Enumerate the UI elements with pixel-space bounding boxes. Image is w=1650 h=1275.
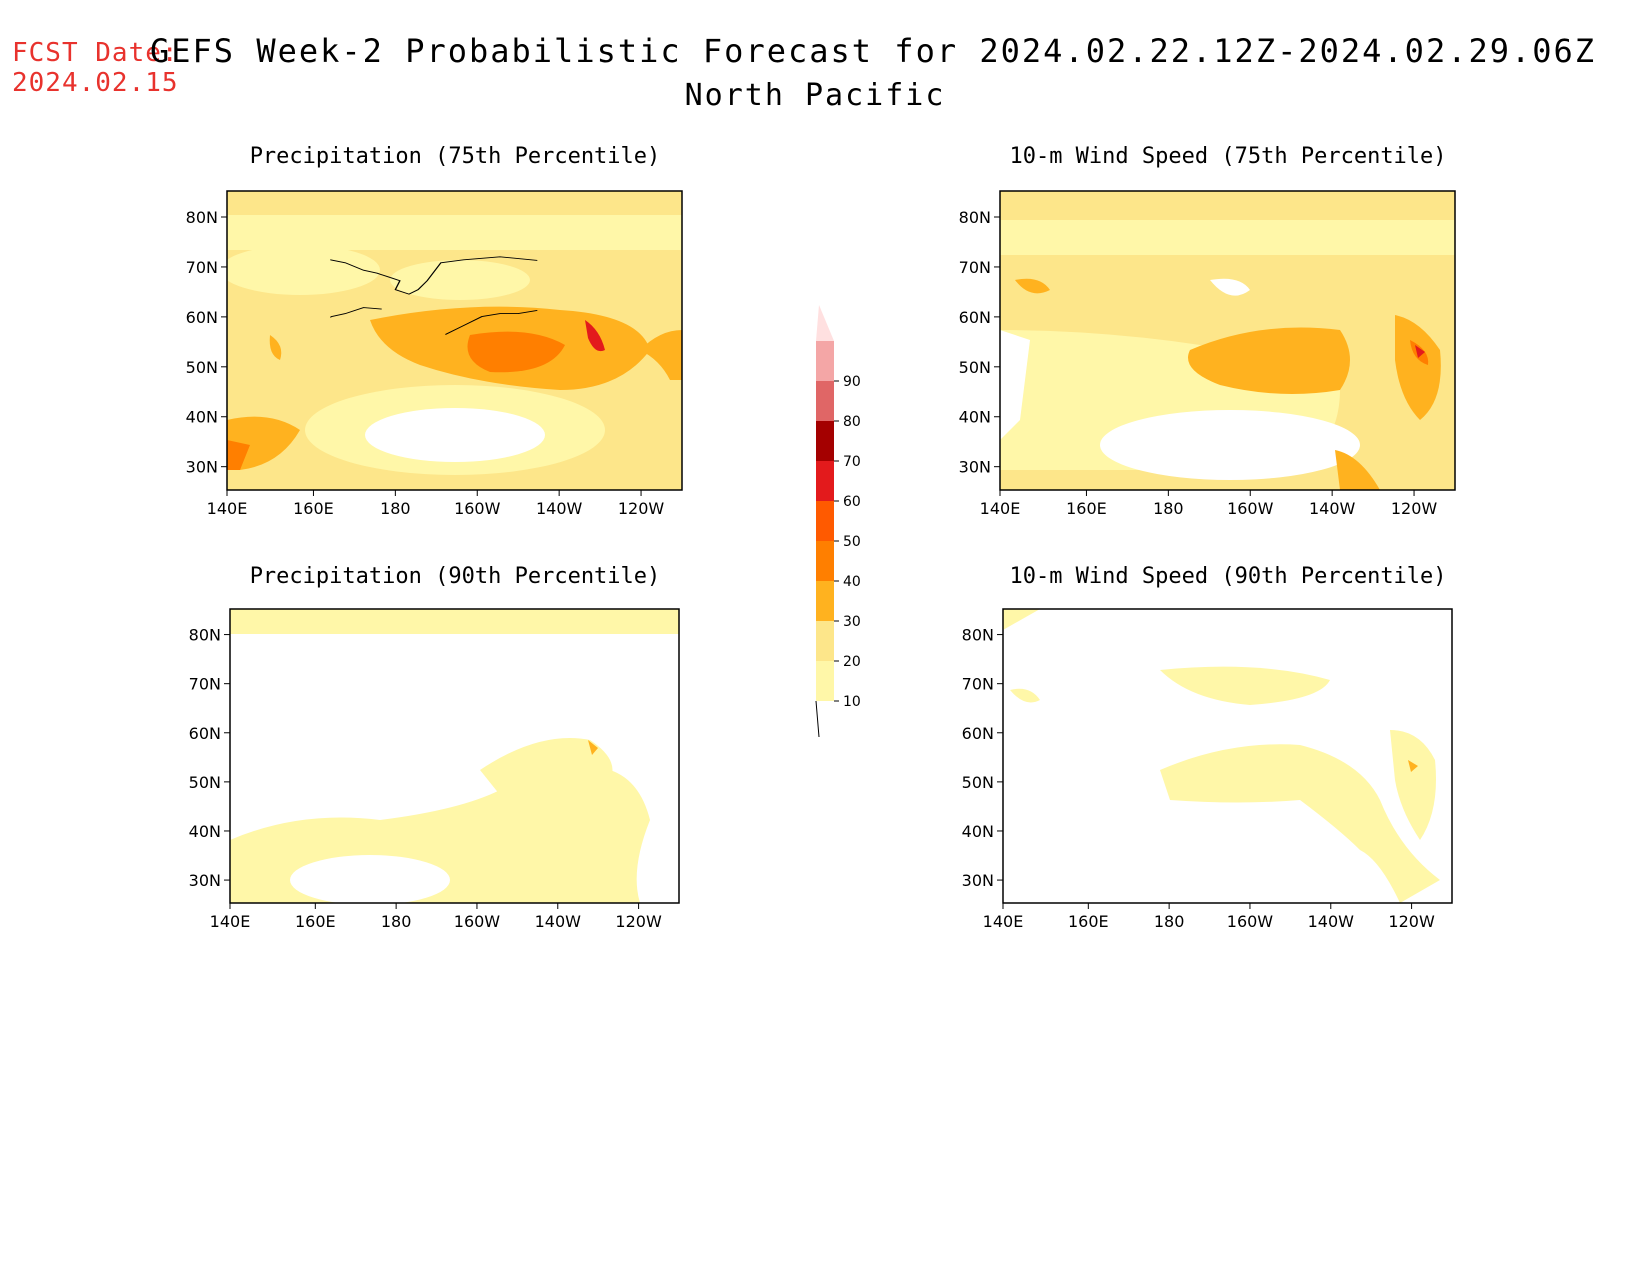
- colorbar-label: 80: [843, 414, 861, 430]
- lat-tick-label: 80N: [962, 626, 994, 645]
- panel-precip-90: Precipitation (90th Percentile): [229, 564, 680, 904]
- lat-tick-label: 60N: [189, 724, 221, 743]
- map-frame: [1002, 608, 1453, 904]
- colorbar-label: 30: [843, 614, 861, 630]
- lat-tick-label: 40N: [186, 408, 218, 427]
- panel-title: 10-m Wind Speed (90th Percentile): [1009, 564, 1446, 589]
- map-frame: [226, 190, 683, 491]
- panel-precip-75: Precipitation (75th Percentile): [226, 144, 683, 491]
- colorbar-label: 40: [843, 574, 861, 590]
- lon-tick-label: 140E: [210, 912, 251, 931]
- lat-tick-label: 70N: [189, 675, 221, 694]
- lon-tick-label: 160W: [1227, 499, 1274, 518]
- lon-tick-label: 140E: [207, 499, 248, 518]
- colorbar-segment: [816, 341, 834, 381]
- lat-tick-label: 30N: [189, 871, 221, 890]
- lat-tick-label: 60N: [959, 308, 991, 327]
- lat-tick-label: 30N: [186, 458, 218, 477]
- lon-tick-label: 180: [1153, 499, 1184, 518]
- panel-title: Precipitation (75th Percentile): [250, 144, 661, 169]
- lat-tick-label: 50N: [962, 773, 994, 792]
- colorbar-segment: [816, 381, 834, 421]
- lat-tick-label: 80N: [189, 626, 221, 645]
- lat-tick-label: 40N: [189, 822, 221, 841]
- wind-90-field: [1003, 609, 1452, 903]
- precip-75-field: [227, 191, 682, 490]
- wind-75-field: [1000, 191, 1455, 490]
- lat-tick-label: 50N: [186, 358, 218, 377]
- colorbar-segment: [816, 541, 834, 581]
- lon-tick-label: 160W: [454, 499, 501, 518]
- lon-tick-label: 180: [380, 499, 411, 518]
- lat-tick-label: 70N: [186, 258, 218, 277]
- colorbar-segment: [816, 421, 834, 461]
- lon-tick-label: 160E: [1068, 912, 1109, 931]
- lon-tick-label: 160W: [454, 912, 501, 931]
- colorbar: 10 20 30 40 50 60 70 80 90: [815, 305, 861, 738]
- panel-title: Precipitation (90th Percentile): [250, 564, 661, 589]
- panel-title: 10-m Wind Speed (75th Percentile): [1009, 144, 1446, 169]
- lat-tick-label: 80N: [959, 208, 991, 227]
- colorbar-label: 10: [843, 694, 861, 710]
- lon-tick-label: 140W: [536, 499, 583, 518]
- colorbar-segment: [816, 581, 834, 621]
- lon-tick-label: 140W: [535, 912, 582, 931]
- lat-tick-label: 70N: [959, 258, 991, 277]
- lat-tick-label: 50N: [959, 358, 991, 377]
- region-subtitle: North Pacific: [684, 78, 946, 113]
- colorbar-label: 70: [843, 454, 861, 470]
- colorbar-under-arrow: [815, 700, 820, 738]
- page-title: GEFS Week-2 Probabilistic Forecast for 2…: [150, 32, 1597, 70]
- lat-tick-label: 70N: [962, 675, 994, 694]
- lon-tick-label: 160E: [1066, 499, 1107, 518]
- lon-tick-label: 140W: [1309, 499, 1356, 518]
- lat-tick-label: 80N: [186, 208, 218, 227]
- colorbar-label: 20: [843, 654, 861, 670]
- lon-tick-label: 120W: [618, 499, 665, 518]
- colorbar-label: 60: [843, 494, 861, 510]
- lon-tick-label: 140E: [980, 499, 1021, 518]
- lon-tick-label: 140W: [1308, 912, 1355, 931]
- colorbar-segment: [816, 661, 834, 701]
- panel-wind-75: 10-m Wind Speed (75th Percentile): [999, 144, 1456, 491]
- lon-tick-label: 180: [381, 912, 412, 931]
- lon-tick-label: 120W: [1391, 499, 1438, 518]
- fcst-label: FCST Date:: [12, 38, 179, 68]
- colorbar-over-arrow: [816, 305, 834, 341]
- lat-tick-label: 40N: [959, 408, 991, 427]
- colorbar-label: 50: [843, 534, 861, 550]
- colorbar-segment: [816, 501, 834, 541]
- colorbar-segment: [816, 461, 834, 501]
- colorbar-label: 90: [843, 374, 861, 390]
- forecast-date-label: FCST Date: 2024.02.15: [12, 38, 179, 98]
- lon-tick-label: 160E: [293, 499, 334, 518]
- lon-tick-label: 160E: [295, 912, 336, 931]
- precip-90-field: [230, 609, 679, 903]
- lon-tick-label: 160W: [1227, 912, 1274, 931]
- map-frame: [229, 608, 680, 904]
- lat-tick-label: 60N: [186, 308, 218, 327]
- lat-tick-label: 30N: [962, 871, 994, 890]
- fcst-date: 2024.02.15: [12, 68, 179, 98]
- lon-tick-label: 120W: [615, 912, 662, 931]
- lat-tick-label: 50N: [189, 773, 221, 792]
- map-frame: [999, 190, 1456, 491]
- lat-tick-label: 60N: [962, 724, 994, 743]
- lon-tick-label: 120W: [1388, 912, 1435, 931]
- panel-wind-90: 10-m Wind Speed (90th Percentile): [1002, 564, 1453, 904]
- lat-tick-label: 40N: [962, 822, 994, 841]
- lon-tick-label: 140E: [983, 912, 1024, 931]
- axis-tick-labels: 140E 160E 180 160W 140W 120W 80N 70N 60N 50N 40N 30…: [186, 208, 1438, 931]
- lon-tick-label: 180: [1154, 912, 1185, 931]
- colorbar-segment: [816, 621, 834, 661]
- lat-tick-label: 30N: [959, 458, 991, 477]
